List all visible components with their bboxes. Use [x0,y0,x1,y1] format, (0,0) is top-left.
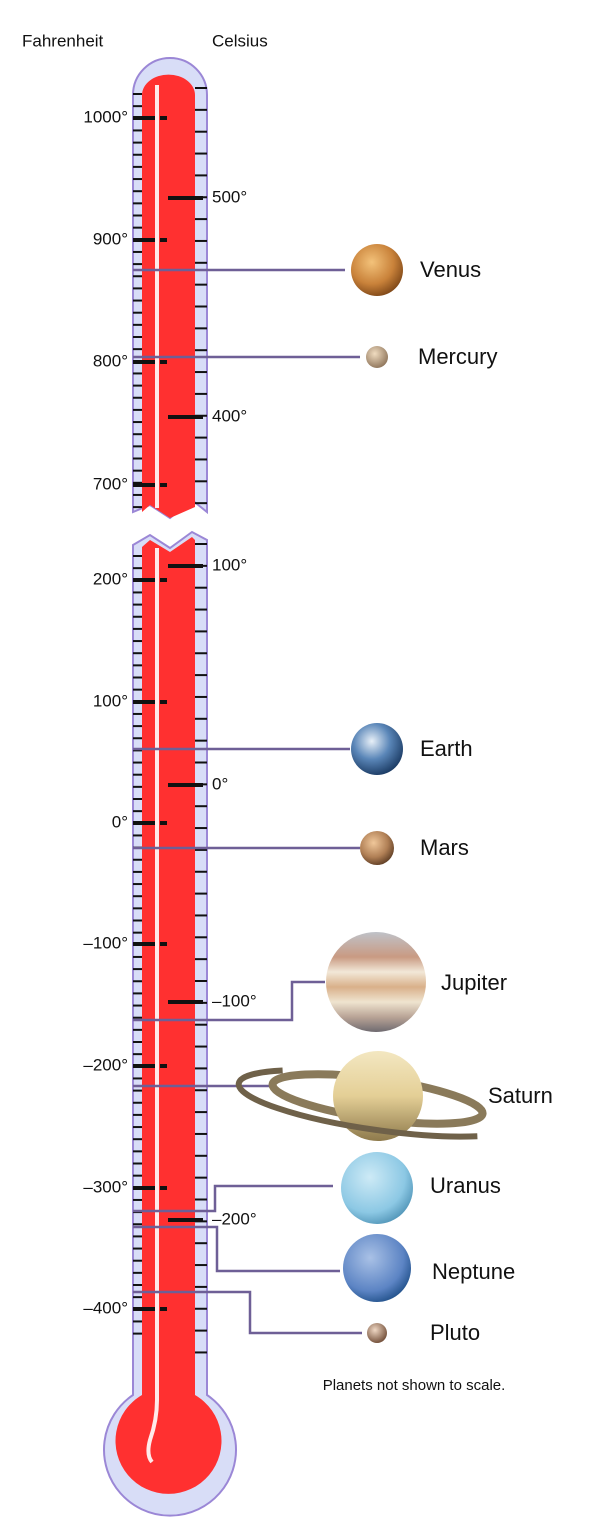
mercury-lower [115,537,222,1494]
planet-label: Jupiter [441,970,507,995]
planet-label: Saturn [488,1083,553,1108]
leader-line [133,1290,362,1335]
f-tick-label: –100° [83,933,128,952]
leader-line [133,980,325,1022]
c-tick-label: –200° [212,1209,257,1228]
planet-label: Mars [420,835,469,860]
planet [333,1051,423,1141]
f-tick-label: 200° [93,569,128,588]
planet-label: Venus [420,257,481,282]
leader-line [133,1184,333,1213]
c-tick-label: 400° [212,406,247,425]
f-tick-label: 700° [93,474,128,493]
planet-label: Uranus [430,1173,501,1198]
c-tick-label: 500° [212,187,247,206]
c-tick-label: 100° [212,555,247,574]
c-tick-label: –100° [212,991,257,1010]
planet [351,723,403,775]
f-tick-label: –200° [83,1055,128,1074]
planet-label: Earth [420,736,473,761]
leader-line [133,1225,340,1273]
planet [366,346,388,368]
planet [326,932,426,1032]
planet [341,1152,413,1224]
planet [351,244,403,296]
f-tick-label: 1000° [83,107,128,126]
f-tick-label: 0° [112,812,128,831]
planet-label: Mercury [418,344,497,369]
planet [360,831,394,865]
c-tick-label: 0° [212,774,228,793]
planet [343,1234,411,1302]
f-tick-label: 800° [93,351,128,370]
ring-front [235,1067,478,1140]
f-tick-label: –300° [83,1177,128,1196]
f-tick-label: 100° [93,691,128,710]
planet [367,1323,387,1343]
planet-label: Pluto [430,1320,480,1345]
mercury-upper [142,74,195,518]
planet-label: Neptune [432,1259,515,1284]
note: Planets not shown to scale. [323,1377,506,1394]
f-tick-label: 900° [93,229,128,248]
celsius-header: Celsius [212,31,268,50]
highlight [146,548,159,1464]
fahrenheit-header: Fahrenheit [22,31,104,50]
f-tick-label: –400° [83,1298,128,1317]
